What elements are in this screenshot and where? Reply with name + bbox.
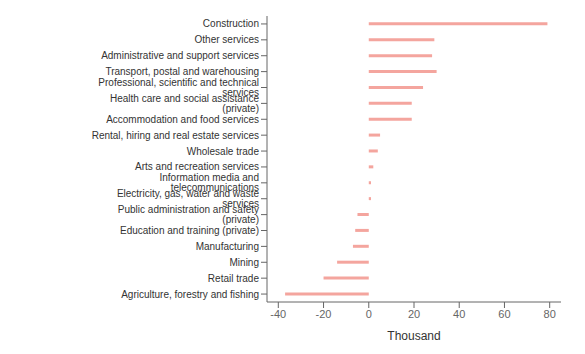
- svg-text:0: 0: [366, 308, 372, 320]
- svg-text:Construction: Construction: [203, 18, 259, 29]
- svg-text:80: 80: [544, 308, 556, 320]
- svg-text:Arts and recreation services: Arts and recreation services: [135, 161, 259, 172]
- svg-text:60: 60: [498, 308, 510, 320]
- svg-text:Transport, postal and warehous: Transport, postal and warehousing: [105, 66, 259, 77]
- svg-text:Information media andtelecommu: Information media andtelecommunications: [159, 172, 259, 193]
- svg-text:Rental, hiring and real estate: Rental, hiring and real estate services: [92, 130, 259, 141]
- svg-text:Manufacturing: Manufacturing: [196, 241, 259, 252]
- svg-text:Agriculture, forestry and fish: Agriculture, forestry and fishing: [121, 289, 259, 300]
- svg-text:-20: -20: [316, 308, 332, 320]
- svg-text:40: 40: [453, 308, 465, 320]
- svg-text:Mining: Mining: [230, 257, 259, 268]
- svg-text:Professional, scientific and t: Professional, scientific and technicalse…: [98, 77, 259, 98]
- svg-text:Administrative and support ser: Administrative and support services: [101, 50, 259, 61]
- svg-text:Wholesale trade: Wholesale trade: [187, 146, 260, 157]
- svg-text:Thousand: Thousand: [387, 329, 440, 343]
- svg-text:Retail trade: Retail trade: [208, 273, 260, 284]
- svg-text:Education and training (privat: Education and training (private): [120, 225, 259, 236]
- svg-text:Other services: Other services: [195, 34, 259, 45]
- svg-text:Accommodation and food service: Accommodation and food services: [106, 114, 259, 125]
- svg-text:-40: -40: [270, 308, 286, 320]
- svg-text:20: 20: [408, 308, 420, 320]
